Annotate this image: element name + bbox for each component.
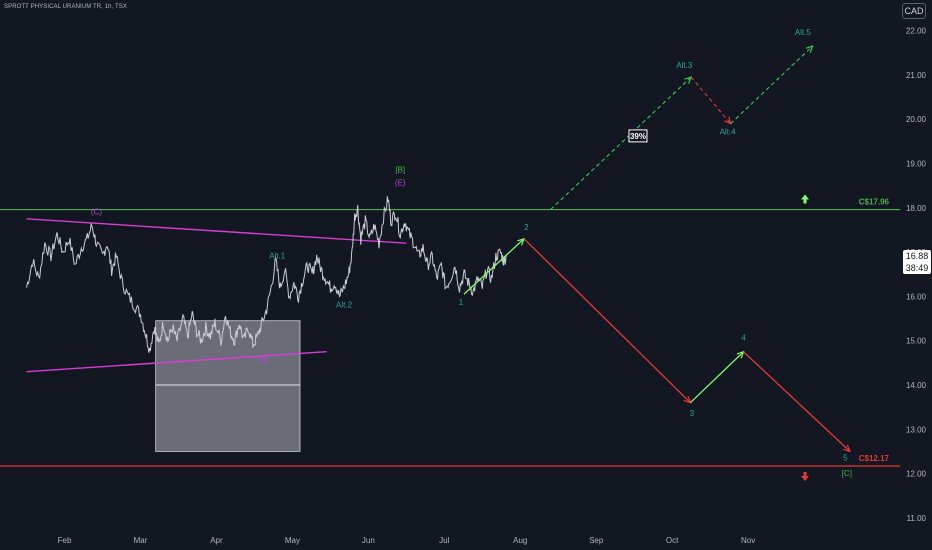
y-tick-label: 19.00 <box>906 159 927 168</box>
support-zone <box>155 320 301 452</box>
x-tick-label: Jul <box>439 536 449 545</box>
wave-labels: (C) [B] (E) Alt.1 Alt.2 (D) 1 2 3 4 5 [C] Alt.3 Alt.4… <box>91 28 852 478</box>
support-label: C$12.17 <box>859 454 890 463</box>
wave-label: 4 <box>741 334 746 343</box>
y-tick-label: 13.00 <box>906 425 927 434</box>
support-zone-box <box>155 320 301 452</box>
y-tick-label: 22.00 <box>906 27 927 36</box>
x-tick-label: Mar <box>134 536 148 545</box>
wave-label: (C) <box>91 207 102 216</box>
primary-path-segment <box>743 351 851 452</box>
y-tick-label: 12.00 <box>906 470 927 479</box>
wave-label: [B] <box>395 165 405 174</box>
currency-button[interactable]: CAD <box>902 3 926 19</box>
price-line <box>26 196 508 353</box>
primary-path-segment <box>523 238 691 404</box>
wave-label: [C] <box>842 469 852 478</box>
wave-label: 5 <box>843 453 848 462</box>
wave-label: Alt.2 <box>336 300 353 309</box>
symbol-title: SPROTT PHYSICAL URANIUM TR, 1h, TSX <box>4 4 127 10</box>
x-tick-label: Sep <box>589 536 604 545</box>
alt-path-arrowhead <box>805 45 814 53</box>
y-tick-label: 18.00 <box>906 204 927 213</box>
x-tick-label: Oct <box>666 536 679 545</box>
current-price-tag: 16.88 38:49 <box>903 250 931 274</box>
primary-path-arrowhead <box>843 444 851 453</box>
primary-path-segment <box>689 351 744 404</box>
price-series <box>26 196 508 353</box>
y-tick-label: 14.00 <box>906 381 927 390</box>
y-tick-label: 15.00 <box>906 337 927 346</box>
y-tick-label: 20.00 <box>906 115 927 124</box>
projection-paths <box>463 45 851 453</box>
wave-label: Alt.5 <box>795 28 812 37</box>
lower-channel <box>26 351 327 373</box>
y-tick-label: 16.00 <box>906 292 927 301</box>
wave-label: Alt.1 <box>269 252 286 261</box>
wave-label: (D) <box>258 356 269 365</box>
wave-label: (E) <box>395 179 406 188</box>
bullish-arrow-icon <box>801 194 809 204</box>
alt-path-segment <box>690 76 732 124</box>
time-axis[interactable]: Feb Mar Apr May Jun Jul Aug Sep Oct Nov <box>58 536 756 545</box>
wave-label: 1 <box>459 298 464 307</box>
wave-label: 3 <box>690 409 695 418</box>
probability-box <box>628 129 648 143</box>
x-tick-label: Jun <box>362 536 375 545</box>
probability-label: 39% <box>630 132 646 141</box>
x-tick-label: Apr <box>210 536 223 545</box>
alt-path-segment <box>730 45 814 125</box>
current-price: 16.88 <box>905 251 929 261</box>
y-tick-label: 21.00 <box>906 71 927 80</box>
x-tick-label: Aug <box>513 536 527 545</box>
price-levels: C$17.96 C$12.17 <box>0 194 900 482</box>
x-tick-label: Feb <box>58 536 72 545</box>
upper-channel <box>26 218 407 244</box>
wave-label: 2 <box>524 223 529 232</box>
x-tick-label: May <box>285 536 300 545</box>
wave-label: Alt.3 <box>676 61 693 70</box>
trendlines <box>26 218 407 373</box>
bearish-arrow-icon <box>801 472 809 482</box>
x-tick-label: Nov <box>741 536 755 545</box>
primary-path-segment <box>463 238 525 295</box>
wave-label: Alt.4 <box>720 128 737 137</box>
bar-countdown: 38:49 <box>905 263 929 273</box>
resistance-label: C$17.96 <box>859 198 890 207</box>
alt-path-segment <box>550 76 692 210</box>
y-tick-label: 11.00 <box>907 514 927 523</box>
price-axis[interactable]: 11.0012.0013.0014.0015.0016.0017.0018.00… <box>906 27 927 523</box>
